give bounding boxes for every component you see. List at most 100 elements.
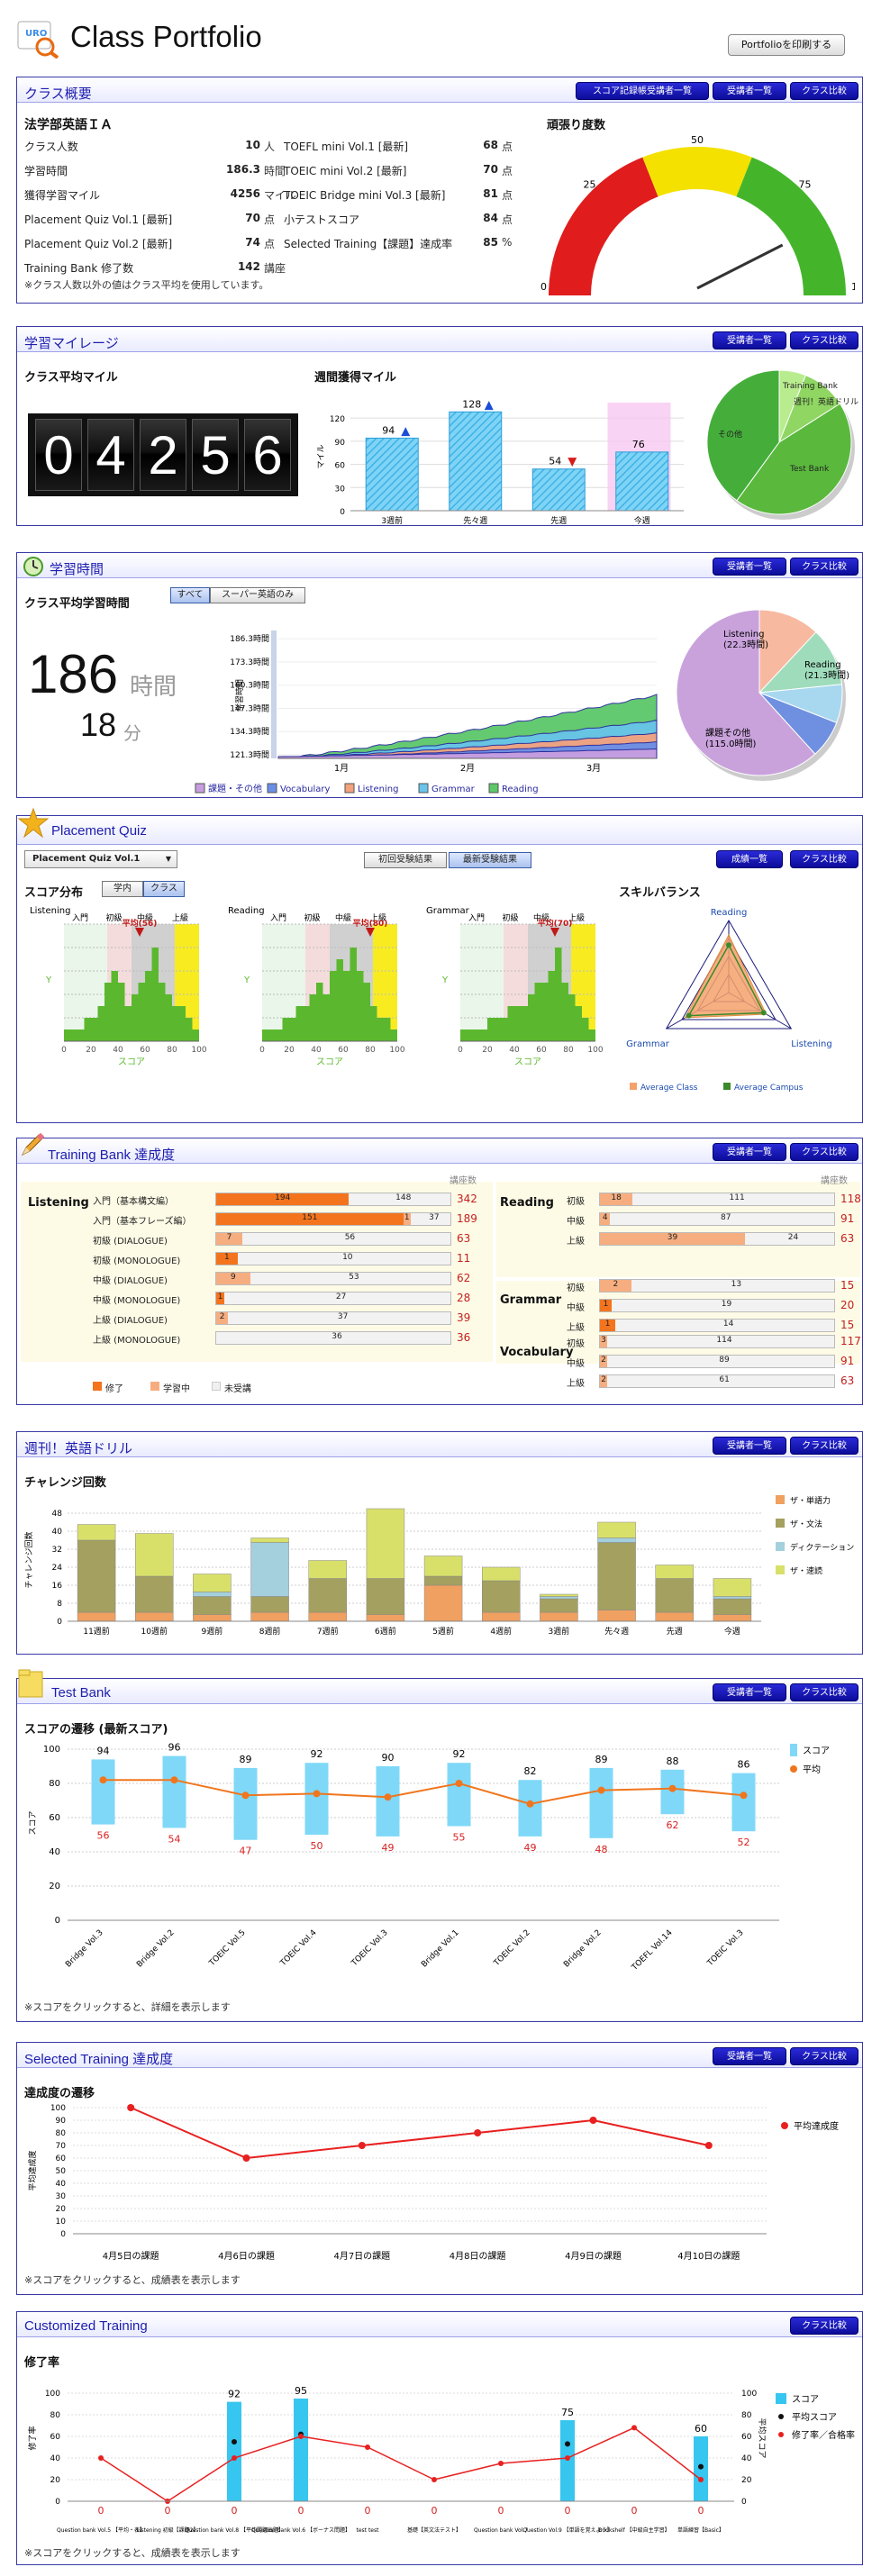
score-range-bar [91, 1759, 115, 1825]
stat-value: 81 [483, 187, 498, 200]
toggle-all[interactable]: すべて [170, 587, 210, 603]
y-tick-label: 32 [52, 1546, 62, 1555]
average-point [99, 1776, 107, 1784]
weekly-mile-title: 週間獲得マイル [314, 371, 397, 385]
results-list-button[interactable]: 成績一覧 [716, 850, 783, 868]
score-range-bar [731, 1773, 756, 1832]
stat-value: 4256 [230, 187, 260, 200]
student-list-button[interactable]: 受講者一覧 [713, 2047, 786, 2065]
average-marker [135, 928, 144, 937]
min-score-label: 50 [311, 1840, 323, 1852]
score-record-list-button[interactable]: スコア記録帳受講者一覧 [576, 82, 709, 100]
stacked-bar-segment [250, 1611, 289, 1622]
y-tick-label: 60 [335, 462, 346, 471]
progress-bar: 9 53 [215, 1272, 451, 1285]
class-compare-button[interactable]: クラス比較 [790, 82, 858, 100]
row-label: 初級 [567, 1339, 585, 1349]
x-tick-label: Question Vol.9 【単語を覚えよう】 [522, 2526, 612, 2534]
avg-time-title: クラス平均学習時間 [24, 597, 130, 611]
pie-slice [736, 403, 852, 515]
histogram-bar [330, 971, 337, 1041]
class-compare-button[interactable]: クラス比較 [790, 1143, 858, 1161]
selected-training-chart[interactable]: 平均達成度 0 10 20 30 40 50 60 70 80 90 100 4月5日の課題 4月6日の課… [23, 2099, 857, 2270]
student-list-button[interactable]: 受講者一覧 [713, 1143, 786, 1161]
none-count: 14 [722, 1320, 734, 1329]
x-tick-label: 40 [509, 1046, 520, 1055]
odometer-digit: 0 [35, 419, 82, 491]
score-bar [294, 2399, 308, 2501]
reading-title: Reading [500, 1196, 554, 1210]
tab-latest-result[interactable]: 最新受験結果 [449, 852, 531, 868]
x-tick-label: 今週 [634, 515, 650, 524]
customized-note: ※スコアをクリックすると、成績表を表示します [24, 2547, 241, 2559]
training-bank-panel: Training Bank 達成度 受講者一覧 クラス比較 Listening … [16, 1132, 863, 1405]
histogram-title: Grammar [426, 906, 470, 916]
x-tick-label: 3週前 [549, 1626, 570, 1637]
histogram-bar [555, 948, 562, 1041]
min-score-label: 0 [565, 2505, 571, 2517]
x-tick-label: 60 [536, 1046, 547, 1055]
row-label: 中級 [567, 1217, 585, 1227]
row-total: 63 [840, 1232, 855, 1245]
student-list-button[interactable]: 受講者一覧 [713, 1683, 786, 1701]
odometer-digit: 5 [192, 419, 239, 491]
quiz-select[interactable]: Placement Quiz Vol.1 ▼ [24, 850, 177, 868]
stacked-bar-segment [77, 1524, 116, 1541]
none-count: 61 [719, 1375, 730, 1384]
class-compare-button[interactable]: クラス比較 [790, 1683, 858, 1701]
customized-training-chart[interactable]: 修了率 平均スコア 0 0 20 20 40 40 60 60 80 80 100 100 0 Questio… [23, 2366, 857, 2546]
stacked-bar-segment [308, 1611, 347, 1622]
panel-title: Placement Quiz [51, 823, 147, 839]
x-tick-label: Bookshelf 【中級自主学習】 [598, 2526, 669, 2534]
rate-point [98, 2455, 104, 2461]
done-fill [216, 1293, 225, 1304]
y-tick-label: 121.3時間 [230, 750, 269, 760]
histogram-bar [118, 983, 125, 1041]
class-compare-button[interactable]: クラス比較 [790, 1437, 858, 1455]
tab-class[interactable]: クラス [143, 881, 185, 897]
radar-axis-label: Grammar [626, 1039, 670, 1049]
student-list-button[interactable]: 受講者一覧 [713, 331, 786, 349]
progress-bar: 18 111 [599, 1193, 835, 1206]
row-label: 初級 (MONOLOGUE) [93, 1256, 181, 1266]
histogram-bar [70, 1029, 77, 1041]
progress-bar: 2 37 [215, 1311, 451, 1325]
legend-swatch [195, 783, 205, 794]
score-range-bar [518, 1780, 542, 1837]
histogram-bar [178, 1006, 186, 1041]
class-compare-button[interactable]: クラス比較 [790, 331, 858, 349]
stacked-bar-segment [540, 1611, 578, 1622]
class-compare-button[interactable]: クラス比較 [790, 558, 858, 576]
y-tick-label: 20 [56, 2205, 67, 2214]
legend-swatch [267, 783, 277, 794]
tab-campus[interactable]: 学内 [102, 881, 143, 897]
y2-tick-label: 100 [741, 2390, 757, 2399]
legend-label: 課題・その他 [208, 783, 262, 794]
progress-row: 上級 1 14 15 [567, 1317, 880, 1335]
stacked-bar-segment [597, 1537, 636, 1543]
y-tick-label: 60 [56, 2154, 67, 2163]
min-score-label: 55 [453, 1832, 466, 1844]
overview-note: ※クラス人数以外の値はクラス平均を使用しています。 [24, 279, 269, 291]
test-bank-chart[interactable]: スコア 0 20 40 60 80 100 94 56 Bridge Vol.3 96 54 Bridg… [23, 1733, 857, 1994]
print-portfolio-button[interactable]: Portfolioを印刷する [728, 34, 845, 56]
histogram-bar [262, 1029, 269, 1041]
legend-progress-swatch [150, 1382, 159, 1391]
legend-swatch [418, 783, 429, 794]
student-list-button[interactable]: 受講者一覧 [713, 1437, 786, 1455]
class-compare-button[interactable]: クラス比較 [790, 850, 858, 868]
panel-title: 学習マイレージ [24, 336, 119, 351]
class-compare-button[interactable]: クラス比較 [790, 2317, 858, 2335]
stacked-bar-segment [135, 1575, 174, 1613]
histogram-bar [343, 971, 350, 1041]
x-tick-label: 100 [389, 1046, 404, 1055]
toggle-super-english[interactable]: スーパー英語のみ [210, 587, 305, 603]
row-label: 上級 [567, 1323, 585, 1333]
x-tick-label: 3週前 [381, 515, 403, 524]
student-list-button[interactable]: 受講者一覧 [713, 558, 786, 576]
student-list-button[interactable]: 受講者一覧 [713, 82, 786, 100]
tab-first-result[interactable]: 初回受験結果 [364, 852, 447, 868]
y-tick-label: 8 [57, 1600, 62, 1609]
class-compare-button[interactable]: クラス比較 [790, 2047, 858, 2065]
